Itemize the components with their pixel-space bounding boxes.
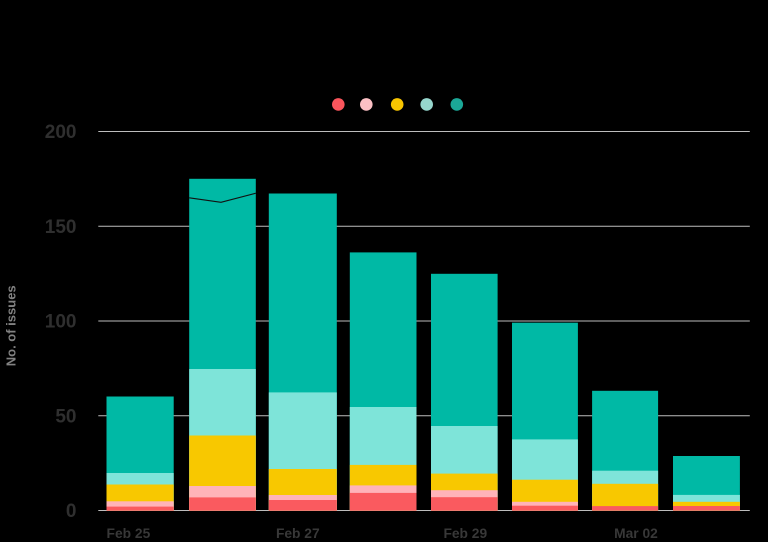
svg-text:50: 50 (55, 406, 76, 427)
svg-text:200: 200 (45, 122, 77, 143)
svg-text:Mar 02: Mar 02 (614, 526, 658, 541)
svg-text:100: 100 (45, 312, 77, 333)
svg-text:0: 0 (66, 501, 77, 522)
svg-text:Feb 25: Feb 25 (107, 526, 151, 541)
svg-text:Feb 27: Feb 27 (276, 526, 320, 541)
svg-text:No. of issues: No. of issues (4, 285, 19, 366)
svg-text:Feb 29: Feb 29 (443, 526, 487, 541)
svg-text:150: 150 (45, 217, 77, 238)
